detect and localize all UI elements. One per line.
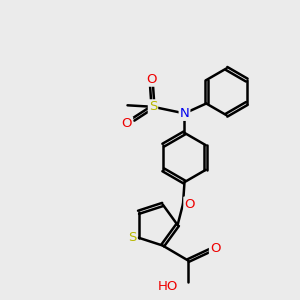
Text: S: S	[128, 231, 137, 244]
Text: HO: HO	[157, 280, 178, 293]
Text: O: O	[210, 242, 220, 255]
Text: O: O	[184, 197, 195, 211]
Text: O: O	[146, 73, 157, 86]
Text: N: N	[180, 107, 189, 120]
Text: S: S	[149, 100, 157, 113]
Text: O: O	[122, 117, 132, 130]
